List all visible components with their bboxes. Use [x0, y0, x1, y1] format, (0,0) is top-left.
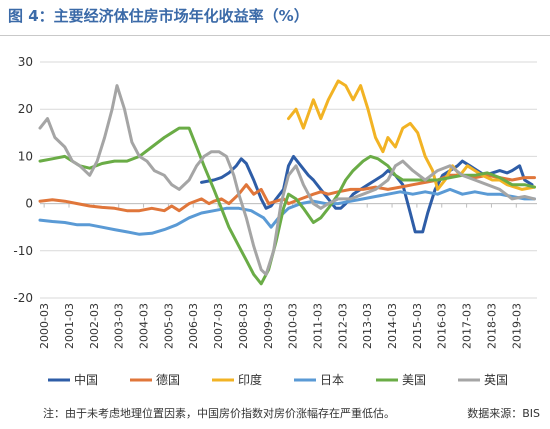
x-tick-label: 2016-03 — [436, 303, 449, 349]
y-tick-label: -20 — [13, 291, 33, 305]
line-chart: -20 -10 0 10 20 30 2000-03 2001-03 2002-03 2003-0… — [13, 55, 537, 387]
x-tick-label: 2007-03 — [212, 303, 225, 349]
x-tick-label: 2001-03 — [63, 303, 76, 349]
x-tick-label: 2012-03 — [336, 303, 349, 349]
x-tick-label: 2014-03 — [386, 303, 399, 349]
legend-label-日本: 日本 — [320, 373, 344, 387]
x-tick-label: 2005-03 — [162, 303, 175, 349]
x-tick-label: 2017-03 — [461, 303, 474, 349]
series-line-英国 — [38, 84, 536, 276]
x-tick-label: 2015-03 — [411, 303, 424, 349]
x-tick-label: 2013-03 — [361, 303, 374, 349]
series-line-印度 — [287, 79, 536, 191]
y-tick-label: 30 — [18, 55, 33, 69]
x-tick-label: 2018-03 — [485, 303, 498, 349]
x-tick-label: 2006-03 — [187, 303, 200, 349]
y-tick-label: 20 — [18, 102, 33, 116]
chart-footer: 注：由于未考虑地理位置因素，中国房价指数对房价涨幅存在严重低估。 数据来源：BI… — [0, 405, 550, 429]
x-tick-label: 2010-03 — [287, 303, 300, 349]
legend-label-印度: 印度 — [238, 372, 262, 387]
title-divider — [0, 35, 550, 36]
data-source: 数据来源：BIS — [467, 407, 540, 420]
x-tick-label: 2019-03 — [510, 303, 523, 349]
y-tick-label: -10 — [13, 244, 33, 258]
chart-title: 图 4：主要经济体住房市场年化收益率（%） — [8, 7, 309, 25]
legend-label-德国: 德国 — [156, 372, 180, 387]
y-tick-label: 10 — [18, 149, 33, 163]
legend-label-英国: 英国 — [484, 373, 508, 387]
footnote: 注：由于未考虑地理位置因素，中国房价指数对房价涨幅存在严重低估。 — [43, 407, 395, 420]
x-tick-label: 2003-03 — [113, 303, 126, 349]
x-tick-label: 2004-03 — [138, 303, 151, 349]
legend-label-中国: 中国 — [74, 372, 98, 387]
series-line-美国 — [38, 126, 536, 286]
x-tick-label: 2008-03 — [237, 303, 250, 349]
x-tick-label: 2000-03 — [38, 303, 51, 349]
y-tick-label: 0 — [25, 197, 33, 211]
legend-label-美国: 美国 — [402, 373, 426, 387]
x-tick-label: 2009-03 — [262, 303, 275, 349]
x-tick-label: 2011-03 — [311, 303, 324, 349]
x-tick-label: 2002-03 — [88, 303, 101, 349]
